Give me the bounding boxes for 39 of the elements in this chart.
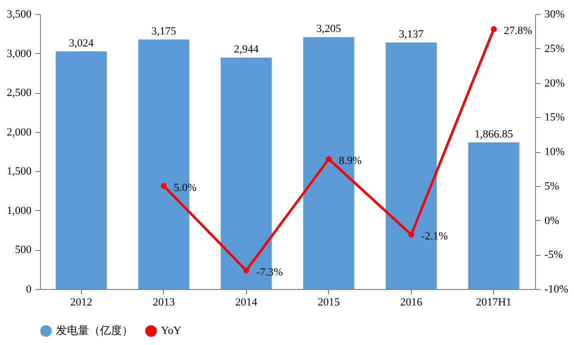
bar — [56, 51, 107, 289]
y2-tick-label: 20% — [544, 77, 565, 90]
point — [160, 182, 167, 189]
data-label: 3,205 — [316, 23, 342, 36]
data-label: 27.8% — [504, 25, 532, 38]
y2-tick-label: 5% — [544, 180, 560, 192]
bar — [468, 142, 520, 289]
point — [326, 156, 332, 162]
y-tick-label: 2,500 — [6, 87, 32, 100]
data-label: 3,175 — [151, 26, 177, 38]
y2-tick-label: 15% — [544, 112, 565, 124]
data-label: 2,944 — [234, 44, 260, 56]
x-tick-label: 2017H1 — [476, 296, 512, 308]
y2-tick-label: -10% — [544, 284, 568, 296]
y-tick-label: 3,000 — [6, 48, 32, 60]
y2-tick-label: 0% — [544, 214, 560, 227]
y2-tick-label: -5% — [544, 249, 563, 262]
y-tick-label: 3,500 — [6, 8, 32, 20]
point — [408, 232, 414, 238]
point — [490, 26, 497, 32]
x-tick-label: 2012 — [70, 296, 92, 308]
x-tick-label: 2014 — [235, 296, 258, 308]
data-label: 3,024 — [68, 37, 94, 50]
y-tick-label: 500 — [15, 244, 32, 256]
point — [243, 267, 250, 274]
y-tick-label: 2,000 — [6, 126, 32, 138]
legend-label: 发电量（亿度） — [56, 324, 133, 337]
x-tick-label: 2015 — [318, 296, 340, 308]
y2-tick-label: 10% — [544, 146, 565, 158]
y-tick-label: 1,000 — [6, 204, 32, 217]
y2-tick-label: 30% — [544, 8, 565, 20]
data-label: 3,137 — [398, 28, 424, 41]
x-tick-label: 2016 — [400, 296, 423, 308]
x-tick-label: 2013 — [152, 296, 176, 308]
y-tick-label: 0 — [26, 284, 32, 296]
y2-tick-label: 25% — [544, 42, 565, 55]
data-label: 1,866.85 — [474, 128, 514, 140]
y-tick-label: 1,500 — [6, 166, 32, 178]
legend-label: YoY — [161, 325, 182, 337]
